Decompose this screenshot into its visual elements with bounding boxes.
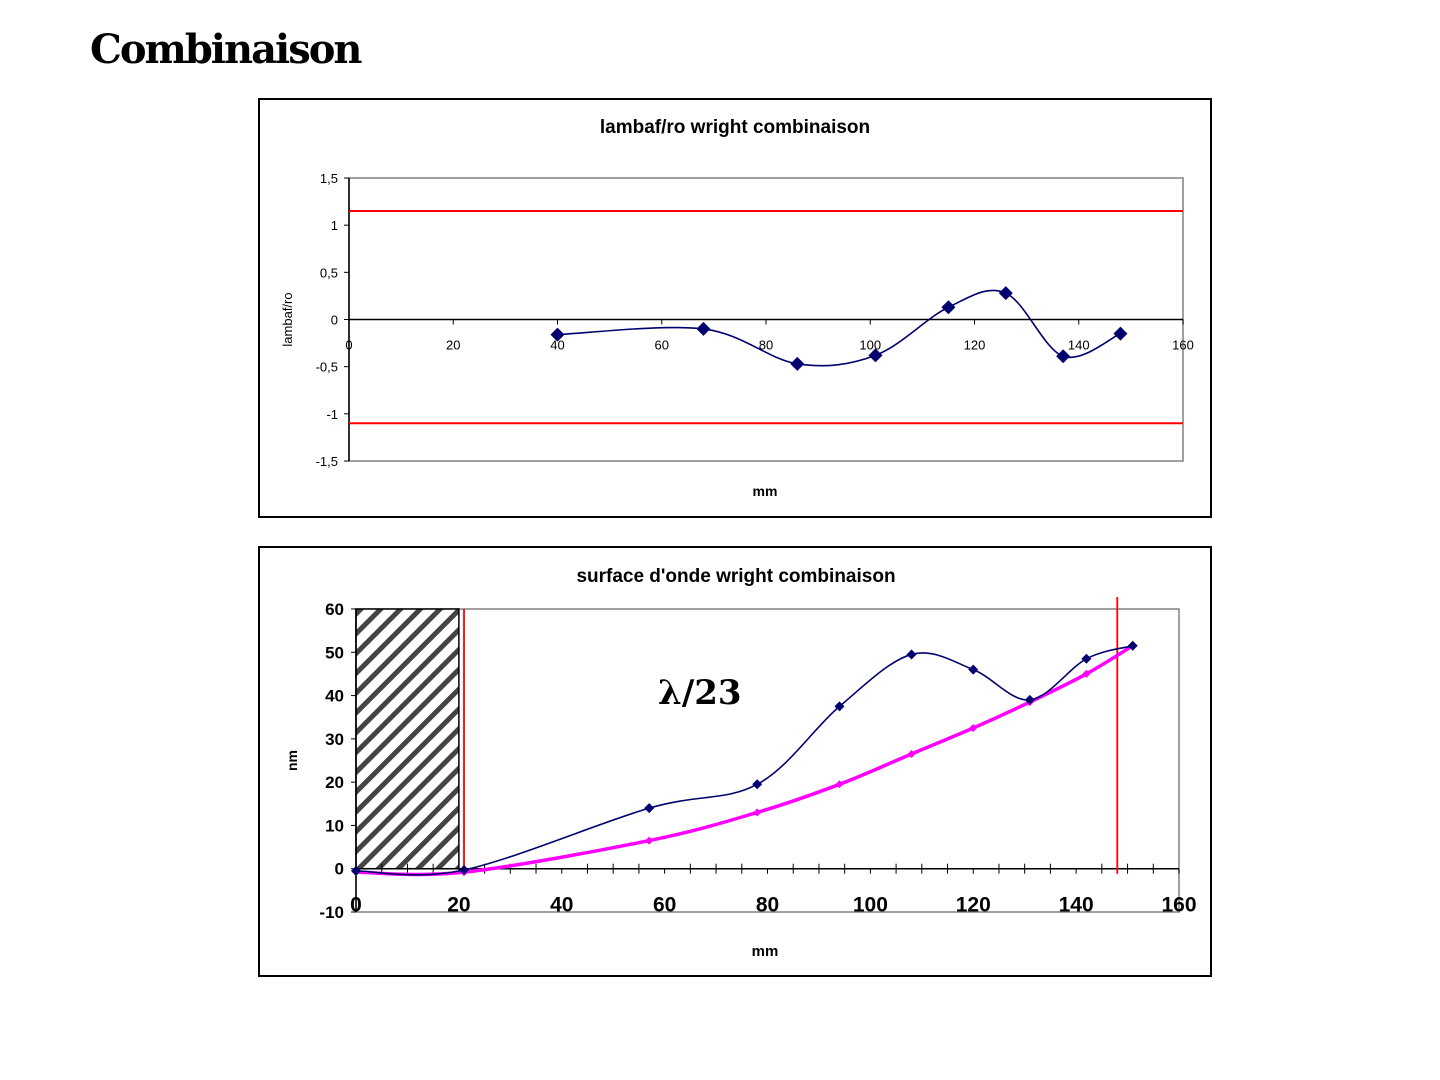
fit-point <box>835 780 844 789</box>
fit-point <box>645 836 654 845</box>
y-tick-label: 0 <box>331 313 338 328</box>
x-tick-label: 0 <box>345 338 352 353</box>
y-tick-label: -1,5 <box>316 454 338 469</box>
data-point <box>1081 653 1092 664</box>
chart-lambaf-ro-frame: lambaf/ro wright combinaison -1,5 -1 -0,5 0 0… <box>258 98 1212 518</box>
data-point <box>644 803 655 814</box>
x-axis-label: mm <box>753 483 778 499</box>
chart-title: surface d'onde wright combinaison <box>576 566 895 587</box>
series-line <box>355 645 1133 876</box>
data-point <box>998 286 1013 301</box>
x-tick-label: 60 <box>653 894 676 917</box>
x-tick-label: 40 <box>550 894 573 917</box>
y-tick-label: 1,5 <box>320 171 338 186</box>
data-point <box>906 649 917 660</box>
fit-point <box>907 750 916 759</box>
data-point <box>1056 349 1071 364</box>
data-point <box>1024 694 1035 705</box>
data-point <box>1113 326 1128 341</box>
lambda-annotation: λ/23 <box>658 673 742 713</box>
data-point <box>834 701 845 712</box>
y-tick-label: -1 <box>326 407 338 422</box>
x-tick-label: 160 <box>1172 338 1194 353</box>
chart-surface-onde-frame: surface d'onde wright combinaison -10 0 10 2… <box>258 546 1212 977</box>
y-tick-label: 20 <box>325 773 344 792</box>
y-tick-label: -10 <box>319 903 344 922</box>
x-axis-label: mm <box>752 943 779 960</box>
chart-lambaf-ro: lambaf/ro wright combinaison-1,5-1-0,500… <box>280 117 1194 499</box>
y-tick-label: 30 <box>325 730 344 749</box>
x-tick-label: 20 <box>446 338 460 353</box>
fit-point <box>753 808 762 817</box>
y-tick-label: 1 <box>331 218 338 233</box>
x-tick-label: 80 <box>756 894 779 917</box>
y-axis-label: lambaf/ro <box>280 292 295 346</box>
y-tick-label: 0,5 <box>320 265 338 280</box>
data-point <box>790 356 805 371</box>
data-point <box>752 779 763 790</box>
data-point <box>351 865 361 876</box>
y-tick-label: -0,5 <box>316 360 338 375</box>
x-tick-label: 0 <box>350 894 362 917</box>
x-tick-label: 100 <box>859 338 881 353</box>
hatched-region <box>355 608 460 870</box>
y-tick-label: 60 <box>325 600 344 619</box>
x-tick-label: 40 <box>550 338 564 353</box>
data-point <box>1127 640 1138 651</box>
x-tick-label: 100 <box>853 894 888 917</box>
y-axis-label: nm <box>284 750 300 771</box>
x-tick-label: 20 <box>447 894 470 917</box>
series-line <box>557 289 1121 367</box>
y-tick-label: 50 <box>325 643 344 662</box>
x-tick-label: 160 <box>1161 894 1196 917</box>
fit-point <box>969 724 978 733</box>
x-tick-label: 60 <box>655 338 669 353</box>
y-tick-label: 0 <box>335 860 344 879</box>
chart-title: lambaf/ro wright combinaison <box>600 117 870 138</box>
fit-line <box>355 644 1134 877</box>
data-point <box>868 348 883 363</box>
chart-surface-onde: surface d'onde wright combinaison -10 0 10 2… <box>284 566 1197 960</box>
fit-point <box>1082 669 1091 678</box>
y-tick-label: 10 <box>325 816 344 835</box>
page-title: Combinaison <box>90 26 362 73</box>
data-point <box>696 321 711 336</box>
y-tick-label: 40 <box>325 687 344 706</box>
x-tick-label: 80 <box>759 338 773 353</box>
data-point <box>550 327 565 342</box>
data-point <box>968 664 979 675</box>
data-point <box>941 300 956 315</box>
x-tick-label: 140 <box>1059 894 1094 917</box>
data-point <box>459 865 470 876</box>
x-tick-label: 120 <box>956 894 991 917</box>
x-tick-label: 140 <box>1068 338 1090 353</box>
x-tick-label: 120 <box>964 338 986 353</box>
